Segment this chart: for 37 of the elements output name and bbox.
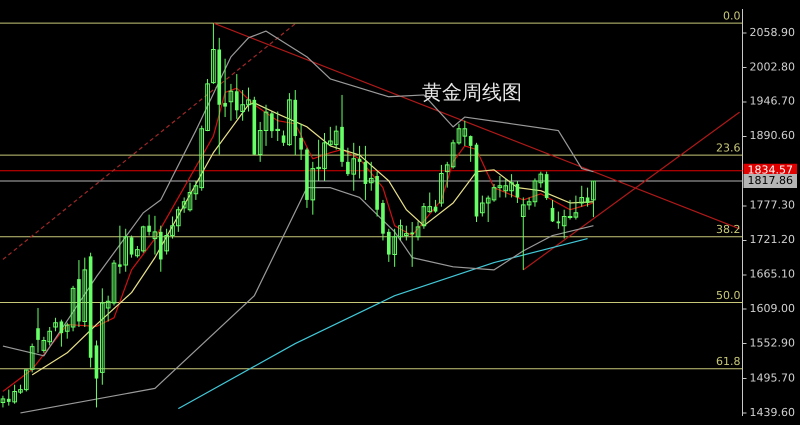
candlestick: [544, 171, 548, 200]
candlestick: [358, 145, 362, 179]
annotation: 50.0: [716, 288, 741, 302]
candlestick: [211, 22, 216, 84]
candlestick: [386, 228, 391, 262]
candlestick: [434, 199, 438, 214]
candlestick: [6, 389, 11, 406]
y-tick-label: 1552.90: [750, 336, 796, 350]
candlestick: [550, 199, 554, 223]
y-tick-label: 1609.00: [750, 302, 796, 316]
candlestick: [351, 142, 356, 192]
annotation: 61.8: [716, 355, 741, 368]
text: 黄金周线图: [422, 80, 522, 104]
annotation: 38.2: [716, 223, 741, 236]
candlestick: [275, 111, 280, 142]
y-tick-label: 1721.20: [750, 233, 796, 246]
candlestick: [346, 147, 350, 176]
y-tick-label: 2058.90: [750, 26, 796, 39]
candlestick: [364, 145, 368, 200]
candlestick: [223, 58, 227, 118]
y-tick-label: 1495.70: [750, 372, 796, 385]
candlestick: [82, 257, 88, 328]
candlestick: [439, 164, 444, 208]
candlestick: [299, 123, 303, 161]
candlestick: [36, 307, 40, 354]
candlestick: [0, 395, 6, 408]
y-tick-label: 1665.10: [750, 268, 796, 281]
candlestick: [579, 185, 584, 208]
candlestick: [368, 161, 374, 192]
y-tick-label: 1890.60: [750, 129, 796, 142]
annotation: 23.6: [716, 141, 741, 154]
y-tick-label: 1439.60: [750, 406, 796, 420]
annotation: 0.0: [723, 9, 741, 22]
y-tick-label: 2002.80: [750, 60, 796, 74]
candlestick: [468, 134, 472, 162]
y-tick-label: 1946.70: [750, 94, 796, 108]
y-tick-label: 1777.30: [750, 198, 796, 212]
